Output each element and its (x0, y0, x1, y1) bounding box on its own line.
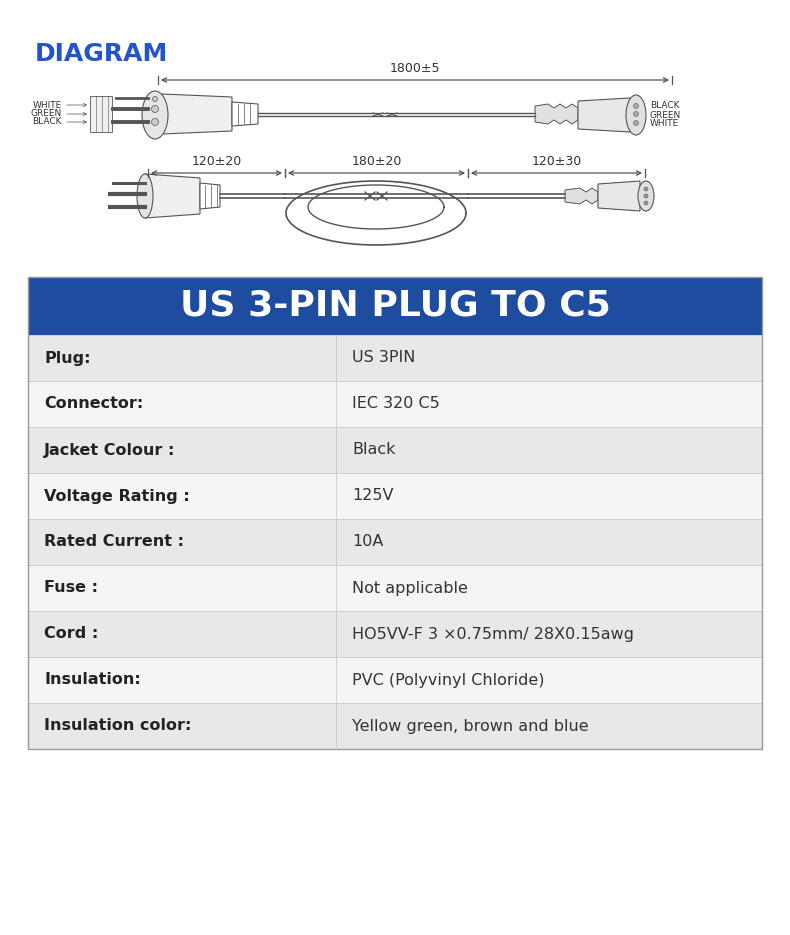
FancyBboxPatch shape (28, 277, 762, 335)
Text: HO5VV-F 3 ×0.75mm/ 28X0.15awg: HO5VV-F 3 ×0.75mm/ 28X0.15awg (352, 626, 634, 641)
Ellipse shape (152, 119, 159, 125)
Ellipse shape (634, 121, 638, 125)
Ellipse shape (152, 96, 157, 102)
FancyBboxPatch shape (28, 703, 762, 749)
FancyBboxPatch shape (28, 473, 762, 519)
Text: Jacket Colour :: Jacket Colour : (44, 442, 175, 457)
Text: IEC 320 C5: IEC 320 C5 (352, 396, 440, 411)
Text: Fuse :: Fuse : (44, 581, 98, 596)
Text: 1800±5: 1800±5 (389, 62, 440, 75)
Text: Not applicable: Not applicable (352, 581, 468, 596)
Ellipse shape (626, 95, 646, 135)
Text: DIAGRAM: DIAGRAM (35, 42, 168, 66)
Ellipse shape (644, 187, 648, 191)
Text: 125V: 125V (352, 488, 393, 504)
Text: GREEN: GREEN (31, 109, 62, 119)
FancyBboxPatch shape (28, 427, 762, 473)
Ellipse shape (142, 91, 168, 139)
Text: 180±20: 180±20 (352, 155, 401, 168)
Text: 10A: 10A (352, 535, 384, 550)
Polygon shape (145, 174, 200, 218)
Ellipse shape (634, 104, 638, 108)
Text: US 3-PIN PLUG TO C5: US 3-PIN PLUG TO C5 (179, 289, 611, 323)
Text: GREEN: GREEN (650, 110, 681, 120)
FancyBboxPatch shape (28, 335, 762, 381)
Text: WHITE: WHITE (32, 100, 62, 109)
Ellipse shape (634, 111, 638, 117)
Ellipse shape (644, 201, 648, 205)
Text: Cord :: Cord : (44, 626, 98, 641)
Text: 120±20: 120±20 (191, 155, 242, 168)
Text: BLACK: BLACK (32, 118, 62, 126)
Text: Insulation:: Insulation: (44, 672, 141, 687)
FancyBboxPatch shape (28, 657, 762, 703)
FancyBboxPatch shape (28, 565, 762, 611)
Text: Insulation color:: Insulation color: (44, 718, 191, 733)
Text: 120±30: 120±30 (532, 155, 581, 168)
Text: Yellow green, brown and blue: Yellow green, brown and blue (352, 718, 589, 733)
Polygon shape (598, 181, 640, 211)
Text: Plug:: Plug: (44, 351, 91, 366)
Text: Black: Black (352, 442, 396, 457)
FancyBboxPatch shape (28, 611, 762, 657)
Text: WHITE: WHITE (650, 120, 679, 128)
Polygon shape (565, 188, 598, 204)
Text: Connector:: Connector: (44, 396, 143, 411)
Text: US 3PIN: US 3PIN (352, 351, 416, 366)
Polygon shape (535, 104, 578, 124)
Text: BLACK: BLACK (650, 102, 679, 110)
FancyBboxPatch shape (28, 381, 762, 427)
FancyBboxPatch shape (90, 96, 112, 132)
FancyBboxPatch shape (28, 519, 762, 565)
Text: Voltage Rating :: Voltage Rating : (44, 488, 190, 504)
Polygon shape (200, 183, 220, 209)
Text: PVC (Polyvinyl Chloride): PVC (Polyvinyl Chloride) (352, 672, 545, 687)
Polygon shape (578, 98, 630, 132)
Text: Rated Current :: Rated Current : (44, 535, 184, 550)
Polygon shape (162, 94, 232, 134)
Ellipse shape (152, 106, 159, 112)
Ellipse shape (137, 174, 153, 218)
Ellipse shape (638, 181, 654, 211)
Polygon shape (232, 102, 258, 126)
Ellipse shape (644, 194, 648, 198)
